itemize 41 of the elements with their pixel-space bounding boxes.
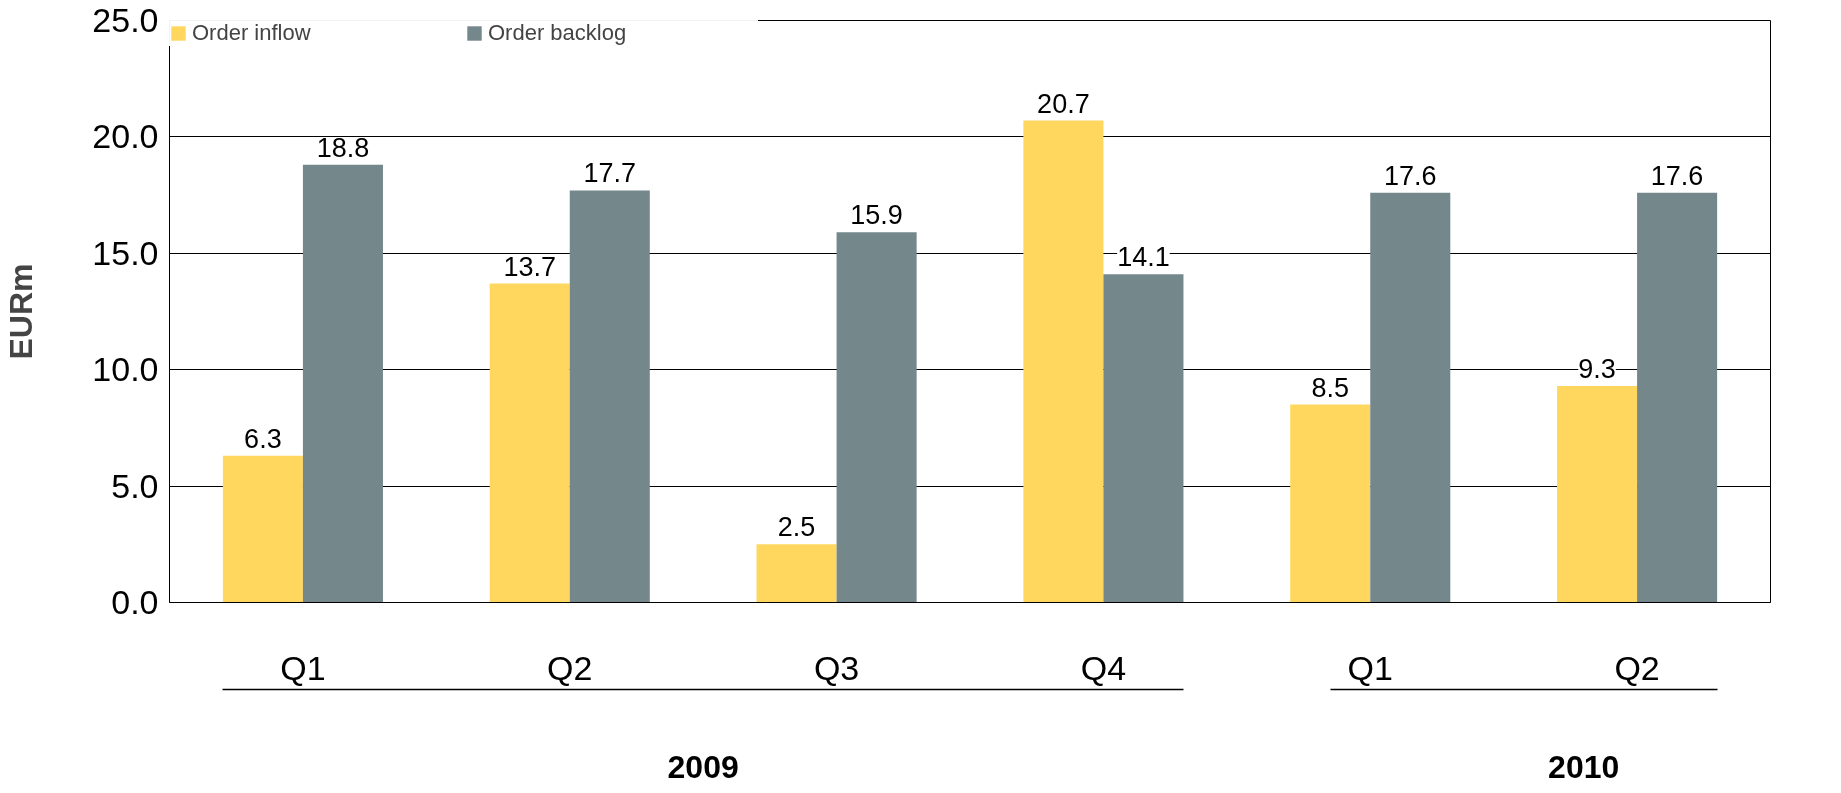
x-tick-label: Q4 — [1080, 648, 1127, 687]
text: 2010 — [1548, 748, 1620, 785]
x-tick-label: Q2 — [547, 648, 593, 687]
bar — [1557, 386, 1638, 603]
bar — [1103, 274, 1184, 603]
bar — [569, 190, 650, 603]
x-tick-label: Q1 — [280, 648, 326, 687]
data-label: 20.7 — [1037, 88, 1090, 119]
legend-label: Order backlog — [488, 20, 628, 46]
bar — [1023, 120, 1104, 603]
y-tick-label: 10.0 — [92, 350, 159, 389]
bar — [1637, 192, 1718, 603]
legend-label: Order inflow — [192, 20, 312, 46]
data-label: 15.9 — [850, 200, 903, 231]
data-label: 18.8 — [316, 132, 370, 163]
data-label: 6.3 — [244, 423, 282, 454]
bar — [836, 232, 917, 603]
y-axis-title: EURm — [3, 263, 40, 360]
x-tick-label: Q1 — [1347, 648, 1393, 687]
y-tick-label: 5.0 — [111, 466, 159, 505]
y-tick-label: 25.0 — [92, 1, 159, 39]
y-tick-label: 0.0 — [111, 583, 159, 621]
y-tick-label: 15.0 — [92, 233, 159, 272]
y-tick-label: 20.0 — [92, 117, 159, 156]
x-tick-label: Q2 — [1614, 648, 1660, 687]
data-label: 8.5 — [1311, 372, 1350, 403]
text: 2009 — [667, 748, 739, 785]
data-label: 17.6 — [1384, 160, 1437, 191]
data-label: 13.7 — [503, 251, 557, 282]
data-label: 9.3 — [1578, 354, 1616, 384]
bar — [489, 283, 570, 603]
data-label: 17.6 — [1650, 160, 1704, 191]
bar — [756, 544, 837, 603]
bar — [1370, 192, 1451, 603]
data-label: 17.7 — [583, 158, 637, 189]
data-label: 2.5 — [777, 512, 816, 543]
bar — [222, 455, 303, 603]
bar — [1290, 404, 1371, 603]
data-label: 14.1 — [1117, 242, 1170, 273]
bar — [302, 164, 383, 603]
x-tick-label: Q3 — [813, 648, 860, 687]
